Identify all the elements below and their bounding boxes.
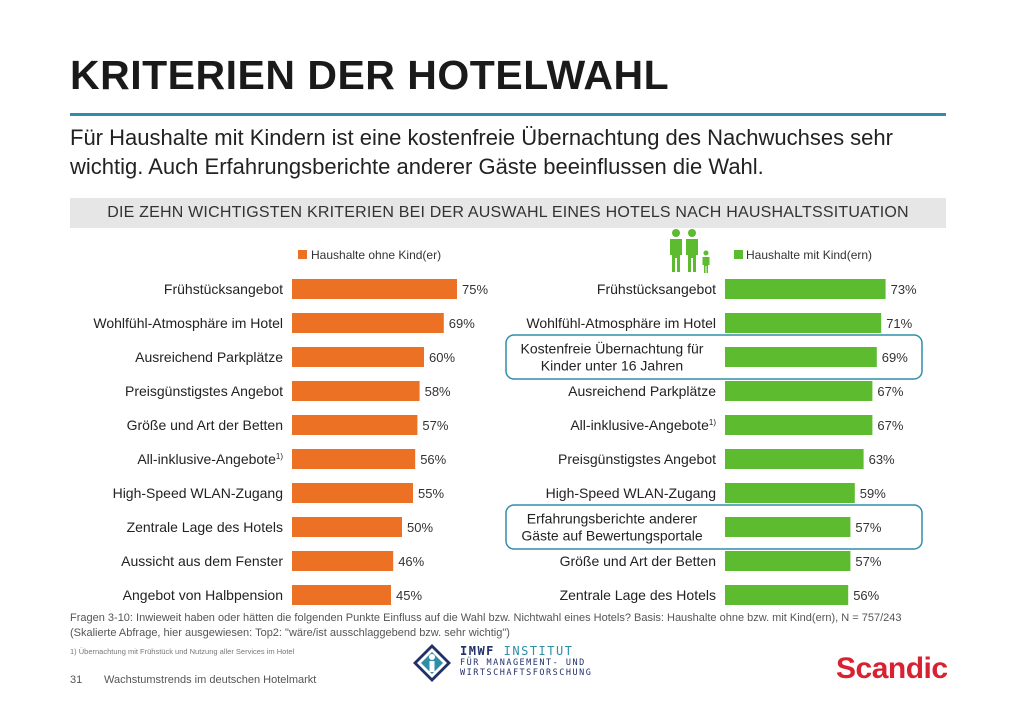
bar <box>292 449 416 469</box>
bar-chart-no-children: 75% Frühstücksangebot 69% Wohlfühl-Atmosphä… <box>93 279 488 605</box>
bar-chart-with-children: 73% Frühstücksangebot 71% Wohlfühl-Atmosphä… <box>505 279 923 605</box>
value-label: 57% <box>855 520 881 535</box>
category-label: Größe und Art der Betten <box>560 553 716 569</box>
value-label: 75% <box>462 282 488 297</box>
title-underline <box>70 113 946 116</box>
value-label: 59% <box>860 486 886 501</box>
bar <box>292 415 418 435</box>
category-label: Ausreichend Parkplätze <box>135 349 283 365</box>
bar <box>292 517 402 537</box>
bar <box>725 517 851 537</box>
imwf-brand: IMWF <box>460 644 495 658</box>
value-label: 56% <box>853 588 879 603</box>
value-label: 50% <box>407 520 433 535</box>
category-label: Frühstücksangebot <box>164 281 283 297</box>
value-label: 46% <box>398 554 424 569</box>
page-subtitle: Für Haushalte mit Kindern ist eine koste… <box>70 125 893 179</box>
page-title: KRITERIEN DER HOTELWAHL <box>70 52 670 98</box>
page-number: 31 <box>70 674 83 686</box>
value-label: 63% <box>869 452 895 467</box>
category-label: All-inklusive-Angebote1) <box>570 417 716 433</box>
family-icon <box>670 229 710 273</box>
highlight-outline <box>505 504 923 550</box>
category-label: All-inklusive-Angebote1) <box>137 451 283 467</box>
bar <box>725 415 873 435</box>
value-label: 56% <box>420 452 446 467</box>
category-label: High-Speed WLAN-Zugang <box>546 485 716 501</box>
bar <box>292 347 424 367</box>
category-label: Preisgünstigstes Angebot <box>558 451 716 467</box>
category-label: Kinder unter 16 Jahren <box>541 358 683 374</box>
value-label: 57% <box>422 418 448 433</box>
category-label: Wohlfühl-Atmosphäre im Hotel <box>93 315 283 331</box>
bar <box>292 483 413 503</box>
legend-no-children-label: Haushalte ohne Kind(er) <box>311 248 441 262</box>
imwf-line2: FÜR MANAGEMENT- UND <box>460 658 586 668</box>
value-label: 69% <box>882 350 908 365</box>
category-label: Aussicht aus dem Fenster <box>121 553 283 569</box>
category-label: Ausreichend Parkplätze <box>568 383 716 399</box>
footnote: 1) Übernachtung mit Frühstück und Nutzun… <box>70 647 295 656</box>
category-label: Preisgünstigstes Angebot <box>125 383 283 399</box>
bar <box>292 279 457 299</box>
category-label: Frühstücksangebot <box>597 281 716 297</box>
bar <box>292 585 391 605</box>
bar <box>725 449 864 469</box>
bar <box>725 347 877 367</box>
category-label: Zentrale Lage des Hotels <box>127 519 283 535</box>
value-label: 71% <box>886 316 912 331</box>
highlight-outline <box>505 334 923 380</box>
category-label: Größe und Art der Betten <box>127 417 283 433</box>
category-label: Angebot von Halbpension <box>123 587 283 603</box>
bar <box>292 381 420 401</box>
imwf-logo-text: IMWF INSTITUT FÜR MANAGEMENT- UND WIRTSC… <box>460 644 593 679</box>
imwf-line3: WIRTSCHAFTSFORSCHUNG <box>460 668 593 678</box>
scandic-logo: Scandic <box>836 652 948 685</box>
category-label: Kostenfreie Übernachtung für <box>521 340 704 357</box>
value-label: 69% <box>449 316 475 331</box>
value-label: 58% <box>425 384 451 399</box>
legend-no-children: Haushalte ohne Kind(er) <box>298 248 441 262</box>
imwf-logo: IMWF INSTITUT FÜR MANAGEMENT- UND WIRTSC… <box>412 643 612 687</box>
bar <box>725 381 873 401</box>
bar <box>725 483 855 503</box>
survey-question-note: Fragen 3-10: Inwieweit haben oder hätten… <box>70 612 902 639</box>
value-label: 55% <box>418 486 444 501</box>
category-label: Gäste auf Bewertungsportale <box>521 528 703 544</box>
category-label: Zentrale Lage des Hotels <box>560 587 716 603</box>
legend-with-children-label: Haushalte mit Kind(ern) <box>746 248 872 262</box>
value-label: 67% <box>877 384 903 399</box>
legend-with-children: Haushalte mit Kind(ern) <box>734 248 872 262</box>
imwf-institut: INSTITUT <box>503 644 574 658</box>
bar <box>292 313 444 333</box>
value-label: 60% <box>429 350 455 365</box>
value-label: 67% <box>877 418 903 433</box>
legend-no-children-swatch <box>298 250 307 259</box>
imwf-logo-mark-icon <box>413 644 451 682</box>
bar <box>725 313 882 333</box>
category-label: Wohlfühl-Atmosphäre im Hotel <box>526 315 716 331</box>
legend-with-children-swatch <box>734 250 743 259</box>
bar <box>292 551 394 571</box>
category-label: High-Speed WLAN-Zugang <box>113 485 283 501</box>
bar <box>725 551 851 571</box>
value-label: 73% <box>891 282 917 297</box>
bar <box>725 585 849 605</box>
value-label: 45% <box>396 588 422 603</box>
value-label: 57% <box>855 554 881 569</box>
page-caption: Wachstumstrends im deutschen Hotelmarkt <box>104 674 317 686</box>
bar <box>725 279 886 299</box>
chart-section-heading: DIE ZEHN WICHTIGSTEN KRITERIEN BEI DER A… <box>70 198 946 228</box>
category-label: Erfahrungsberichte anderer <box>527 511 698 527</box>
